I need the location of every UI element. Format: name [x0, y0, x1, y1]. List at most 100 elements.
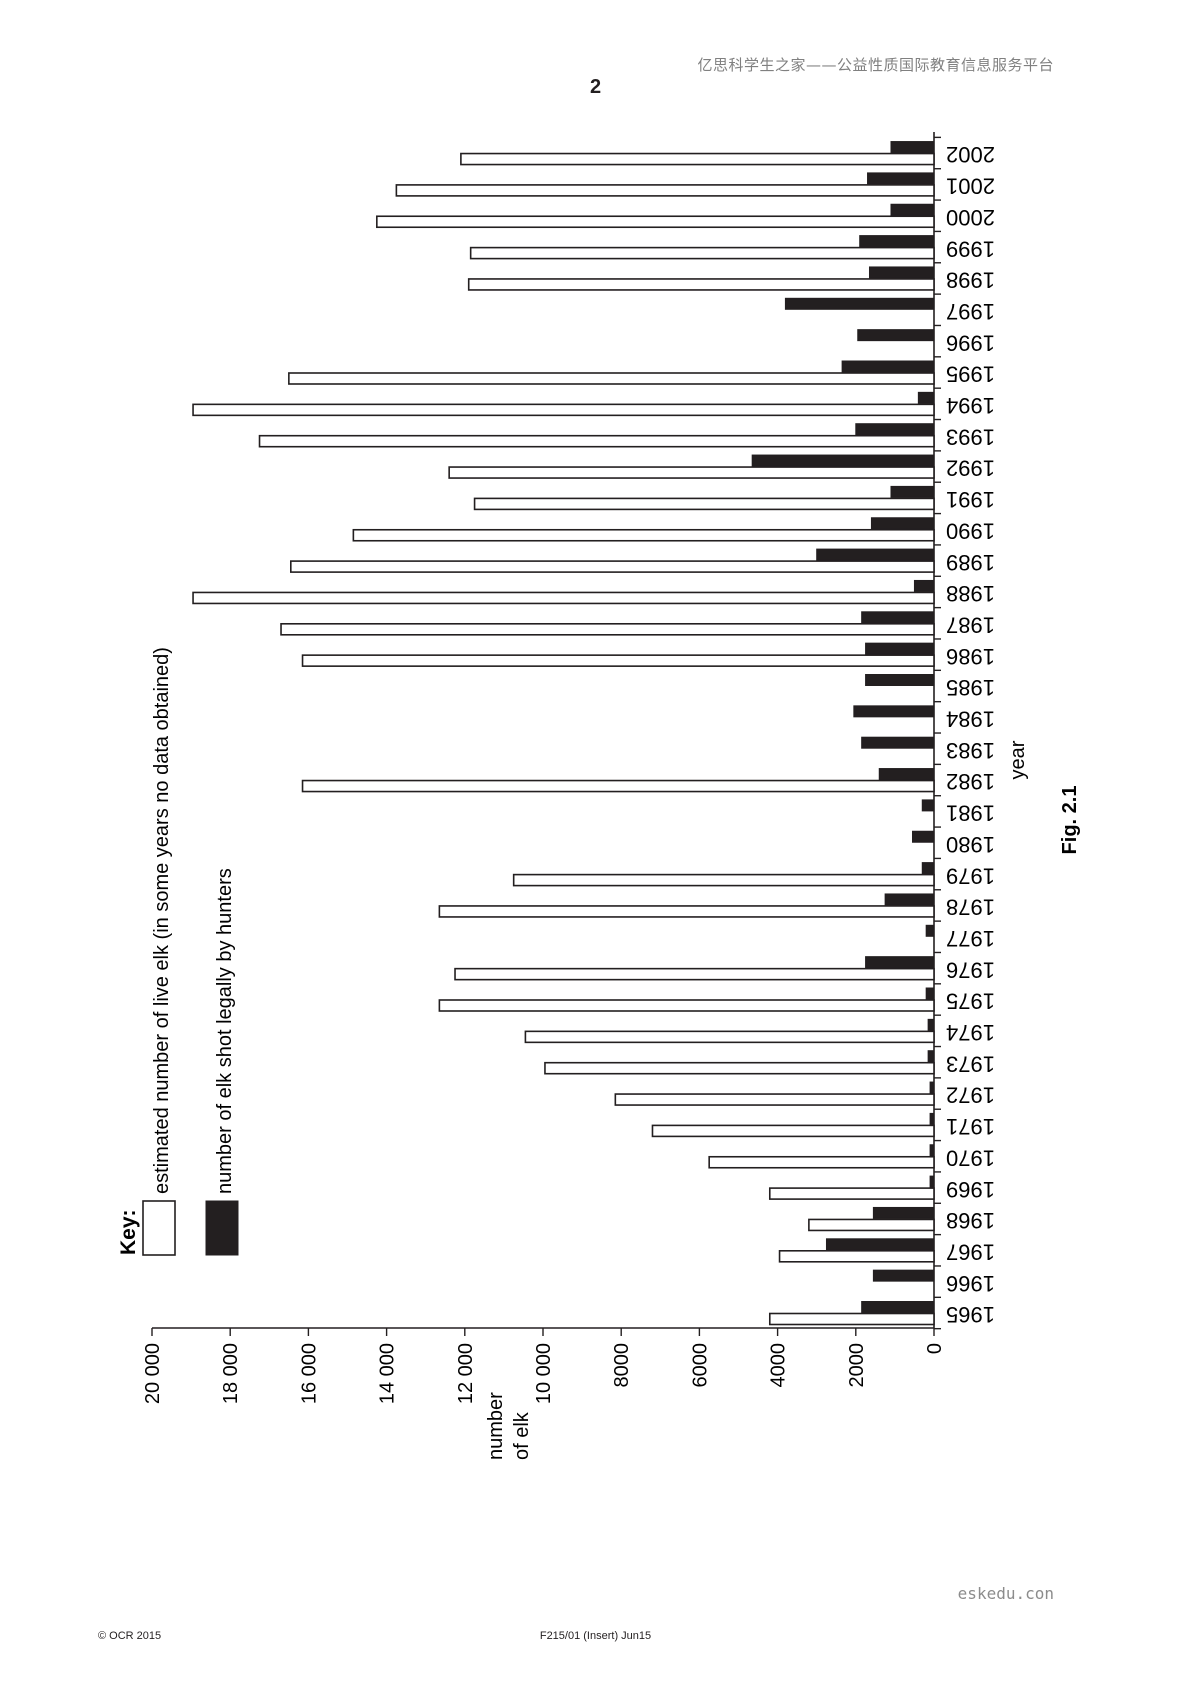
bar-elk-shot-1994 [917, 391, 935, 404]
category-label-1999: 1999 [946, 236, 995, 261]
bar-live-elk-1978 [438, 905, 935, 918]
bar-elk-shot-1990 [870, 517, 935, 530]
y-axis-title-line2: of elk [511, 1411, 533, 1460]
category-label-1980: 1980 [946, 832, 995, 857]
bar-elk-shot-1993 [855, 423, 935, 436]
value-tick-label: 8000 [611, 1343, 633, 1388]
bar-live-elk-1999 [469, 246, 935, 260]
bar-live-elk-1988 [192, 591, 935, 605]
bar-elk-shot-1991 [890, 485, 935, 498]
bar-live-elk-1969 [768, 1187, 935, 1200]
bar-elk-shot-1995 [841, 360, 935, 373]
watermark: eskedu.con [957, 1584, 1054, 1603]
category-label-1992: 1992 [946, 456, 995, 481]
site-header: 亿思科学生之家——公益性质国际教育信息服务平台 [697, 56, 1054, 74]
y-axis-title-line1: number [485, 1392, 507, 1460]
value-tick-label: 18 000 [220, 1343, 242, 1404]
category-label-1994: 1994 [946, 393, 995, 418]
bar-elk-shot-1972 [929, 1081, 935, 1094]
category-label-1989: 1989 [946, 550, 995, 575]
bar-live-elk-1994 [192, 403, 935, 417]
bar-elk-shot-1988 [913, 579, 935, 592]
bar-elk-shot-1968 [872, 1206, 935, 1219]
bar-elk-shot-1997 [784, 297, 935, 310]
category-label-2001: 2001 [946, 174, 995, 199]
bar-elk-shot-1967 [825, 1238, 935, 1251]
bar-elk-shot-1987 [861, 611, 935, 624]
key-title: Key: [117, 1209, 140, 1255]
key-label-live-elk: estimated number of live elk (in some ye… [151, 647, 173, 1194]
bar-live-elk-2002 [460, 152, 935, 166]
key-label-elk-shot: number of elk shot legally by hunters [214, 868, 236, 1194]
category-label-1972: 1972 [946, 1083, 995, 1108]
category-label-1987: 1987 [946, 612, 995, 637]
category-label-1975: 1975 [946, 989, 995, 1014]
bar-live-elk-2000 [376, 215, 935, 229]
value-tick-label: 2000 [846, 1343, 868, 1388]
category-label-1973: 1973 [946, 1051, 995, 1076]
bar-live-elk-1979 [512, 873, 935, 887]
bar-elk-shot-1970 [929, 1144, 935, 1157]
chart-bars [192, 141, 935, 1326]
bar-elk-shot-1982 [878, 768, 935, 781]
category-label-1971: 1971 [946, 1114, 995, 1139]
bar-elk-shot-1969 [929, 1175, 935, 1188]
category-label-2000: 2000 [946, 205, 995, 230]
bar-elk-shot-1979 [921, 862, 935, 875]
value-tick-label: 4000 [768, 1343, 790, 1388]
bar-elk-shot-1971 [929, 1112, 935, 1125]
category-label-1976: 1976 [946, 957, 995, 982]
category-label-1985: 1985 [946, 675, 995, 700]
bar-live-elk-1990 [352, 528, 935, 542]
chart-labels: 0 2000 4000 6000 8000 10 000 12 000 14 000 16 00… [117, 142, 1081, 1460]
bar-live-elk-1974 [524, 1030, 935, 1044]
category-label-1966: 1966 [946, 1271, 995, 1296]
value-tick-label: 0 [924, 1343, 946, 1354]
bar-live-elk-1965 [768, 1312, 935, 1326]
bar-elk-shot-1975 [925, 987, 935, 1000]
category-label-1991: 1991 [946, 487, 995, 512]
bar-live-elk-1993 [258, 434, 935, 448]
bar-elk-shot-1973 [927, 1050, 935, 1063]
category-label-1993: 1993 [946, 424, 995, 449]
bar-elk-shot-1976 [865, 956, 935, 969]
category-label-1986: 1986 [946, 644, 995, 669]
category-label-1998: 1998 [946, 268, 995, 293]
category-label-1996: 1996 [946, 330, 995, 355]
bar-live-elk-1976 [454, 967, 935, 981]
bar-live-elk-1992 [448, 466, 935, 479]
bar-live-elk-1982 [301, 779, 935, 793]
bar-elk-shot-2000 [890, 203, 935, 216]
copyright-footer: © OCR 2015 [98, 1630, 162, 1642]
bar-live-elk-1970 [708, 1155, 935, 1169]
bar-live-elk-1971 [651, 1124, 935, 1138]
bar-live-elk-1986 [301, 654, 935, 667]
category-label-1970: 1970 [946, 1145, 995, 1170]
category-label-1969: 1969 [946, 1177, 995, 1202]
category-label-2002: 2002 [946, 142, 995, 167]
bar-elk-shot-1986 [865, 642, 935, 655]
figure-caption: Fig. 2.1 [1059, 786, 1081, 855]
bar-live-elk-1995 [288, 372, 935, 385]
category-label-1977: 1977 [946, 926, 995, 951]
value-tick-label: 10 000 [533, 1343, 555, 1404]
bar-elk-shot-1998 [868, 266, 935, 279]
category-label-1984: 1984 [946, 707, 995, 732]
x-axis-title: year [1007, 740, 1029, 779]
key-swatch-live-elk [142, 1200, 176, 1256]
page-number: 2 [589, 76, 602, 98]
bar-elk-shot-1983 [861, 736, 935, 749]
bar-live-elk-1967 [778, 1250, 935, 1263]
value-tick-label: 16 000 [298, 1343, 320, 1404]
value-tick-label: 20 000 [142, 1343, 164, 1404]
value-tick-label: 14 000 [377, 1343, 399, 1404]
category-label-1974: 1974 [946, 1020, 995, 1045]
category-label-1990: 1990 [946, 518, 995, 543]
category-label-1965: 1965 [946, 1302, 995, 1327]
bar-live-elk-1989 [290, 560, 935, 573]
category-label-1988: 1988 [946, 581, 995, 606]
bar-elk-shot-1984 [853, 705, 935, 718]
chart-axes [151, 132, 941, 1336]
bar-elk-shot-1980 [911, 830, 935, 843]
